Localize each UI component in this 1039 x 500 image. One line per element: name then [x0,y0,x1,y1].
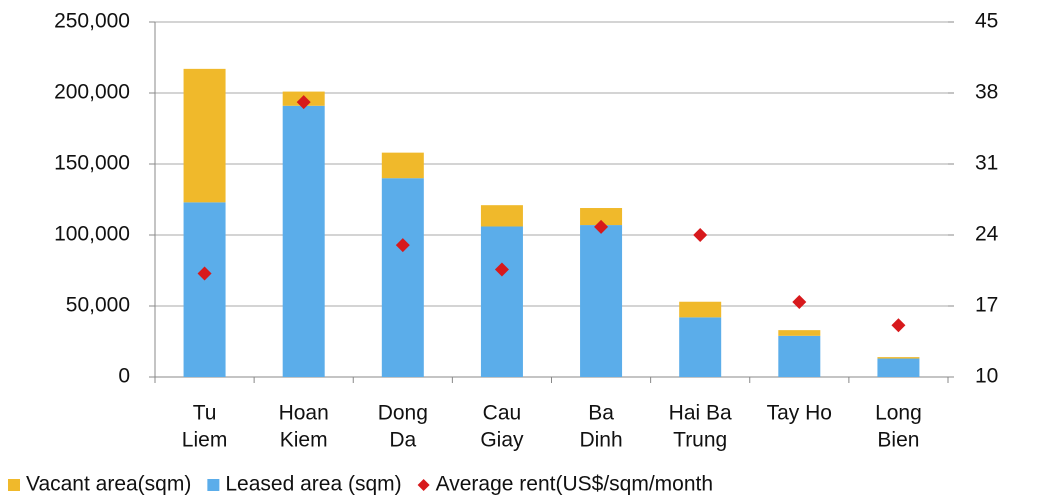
y2-tick-label: 10 [975,365,998,388]
legend-swatch [8,479,20,491]
y2-tick-label: 38 [975,81,998,104]
y-tick-label: 200,000 [54,81,130,104]
y-tick-label: 0 [118,365,130,388]
bar [282,105,325,377]
bar [877,358,920,377]
x-tick-label: Ba [588,402,614,425]
rent-marker [792,294,807,309]
bar [183,68,226,203]
legend-label: Leased area (sqm) [225,473,401,496]
bar [480,205,523,227]
bar [580,208,623,226]
x-tick-label: Cau [483,402,522,425]
y2-tick-label: 24 [975,223,999,246]
bar [679,317,722,377]
x-tick-label: Hoan [279,402,329,425]
rent-marker [395,238,410,253]
legend-swatch [207,479,220,491]
y2-tick-label: 17 [975,294,998,317]
bar [381,152,424,179]
x-tick-label: Giay [480,429,524,452]
legend-label: Vacant area(sqm) [26,473,191,496]
legend-label: Average rent(US$/sqm/month [436,473,713,496]
bar [679,301,722,318]
bar [381,178,424,377]
bar [580,225,623,377]
bar [778,330,821,336]
x-tick-label: Dong [378,402,428,425]
rent-marker [891,318,906,333]
rent-marker [693,228,708,242]
bar [778,335,821,377]
x-tick-label: Da [389,429,416,452]
y-tick-label: 100,000 [54,223,130,246]
x-tick-label: Tu [193,402,217,425]
rent-marker [594,219,609,234]
x-tick-label: Tay Ho [767,402,832,425]
rent-marker [296,95,311,110]
x-tick-label: Kiem [280,429,328,452]
y-tick-label: 250,000 [54,10,130,33]
x-tick-label: Hai Ba [669,402,732,425]
bar [183,202,226,377]
legend-marker [417,479,430,491]
x-tick-label: Dinh [579,429,622,452]
bar [877,357,920,359]
rent-marker [494,262,509,277]
y2-tick-label: 31 [975,152,998,175]
y-tick-label: 50,000 [66,294,130,317]
y2-tick-label: 45 [975,10,998,33]
y-tick-label: 150,000 [54,152,130,175]
rent-marker [197,266,212,281]
x-tick-label: Long [875,402,922,425]
x-tick-label: Liem [182,429,228,452]
x-tick-label: Bien [877,429,919,452]
bar [480,226,523,377]
x-tick-label: Trung [673,429,727,452]
